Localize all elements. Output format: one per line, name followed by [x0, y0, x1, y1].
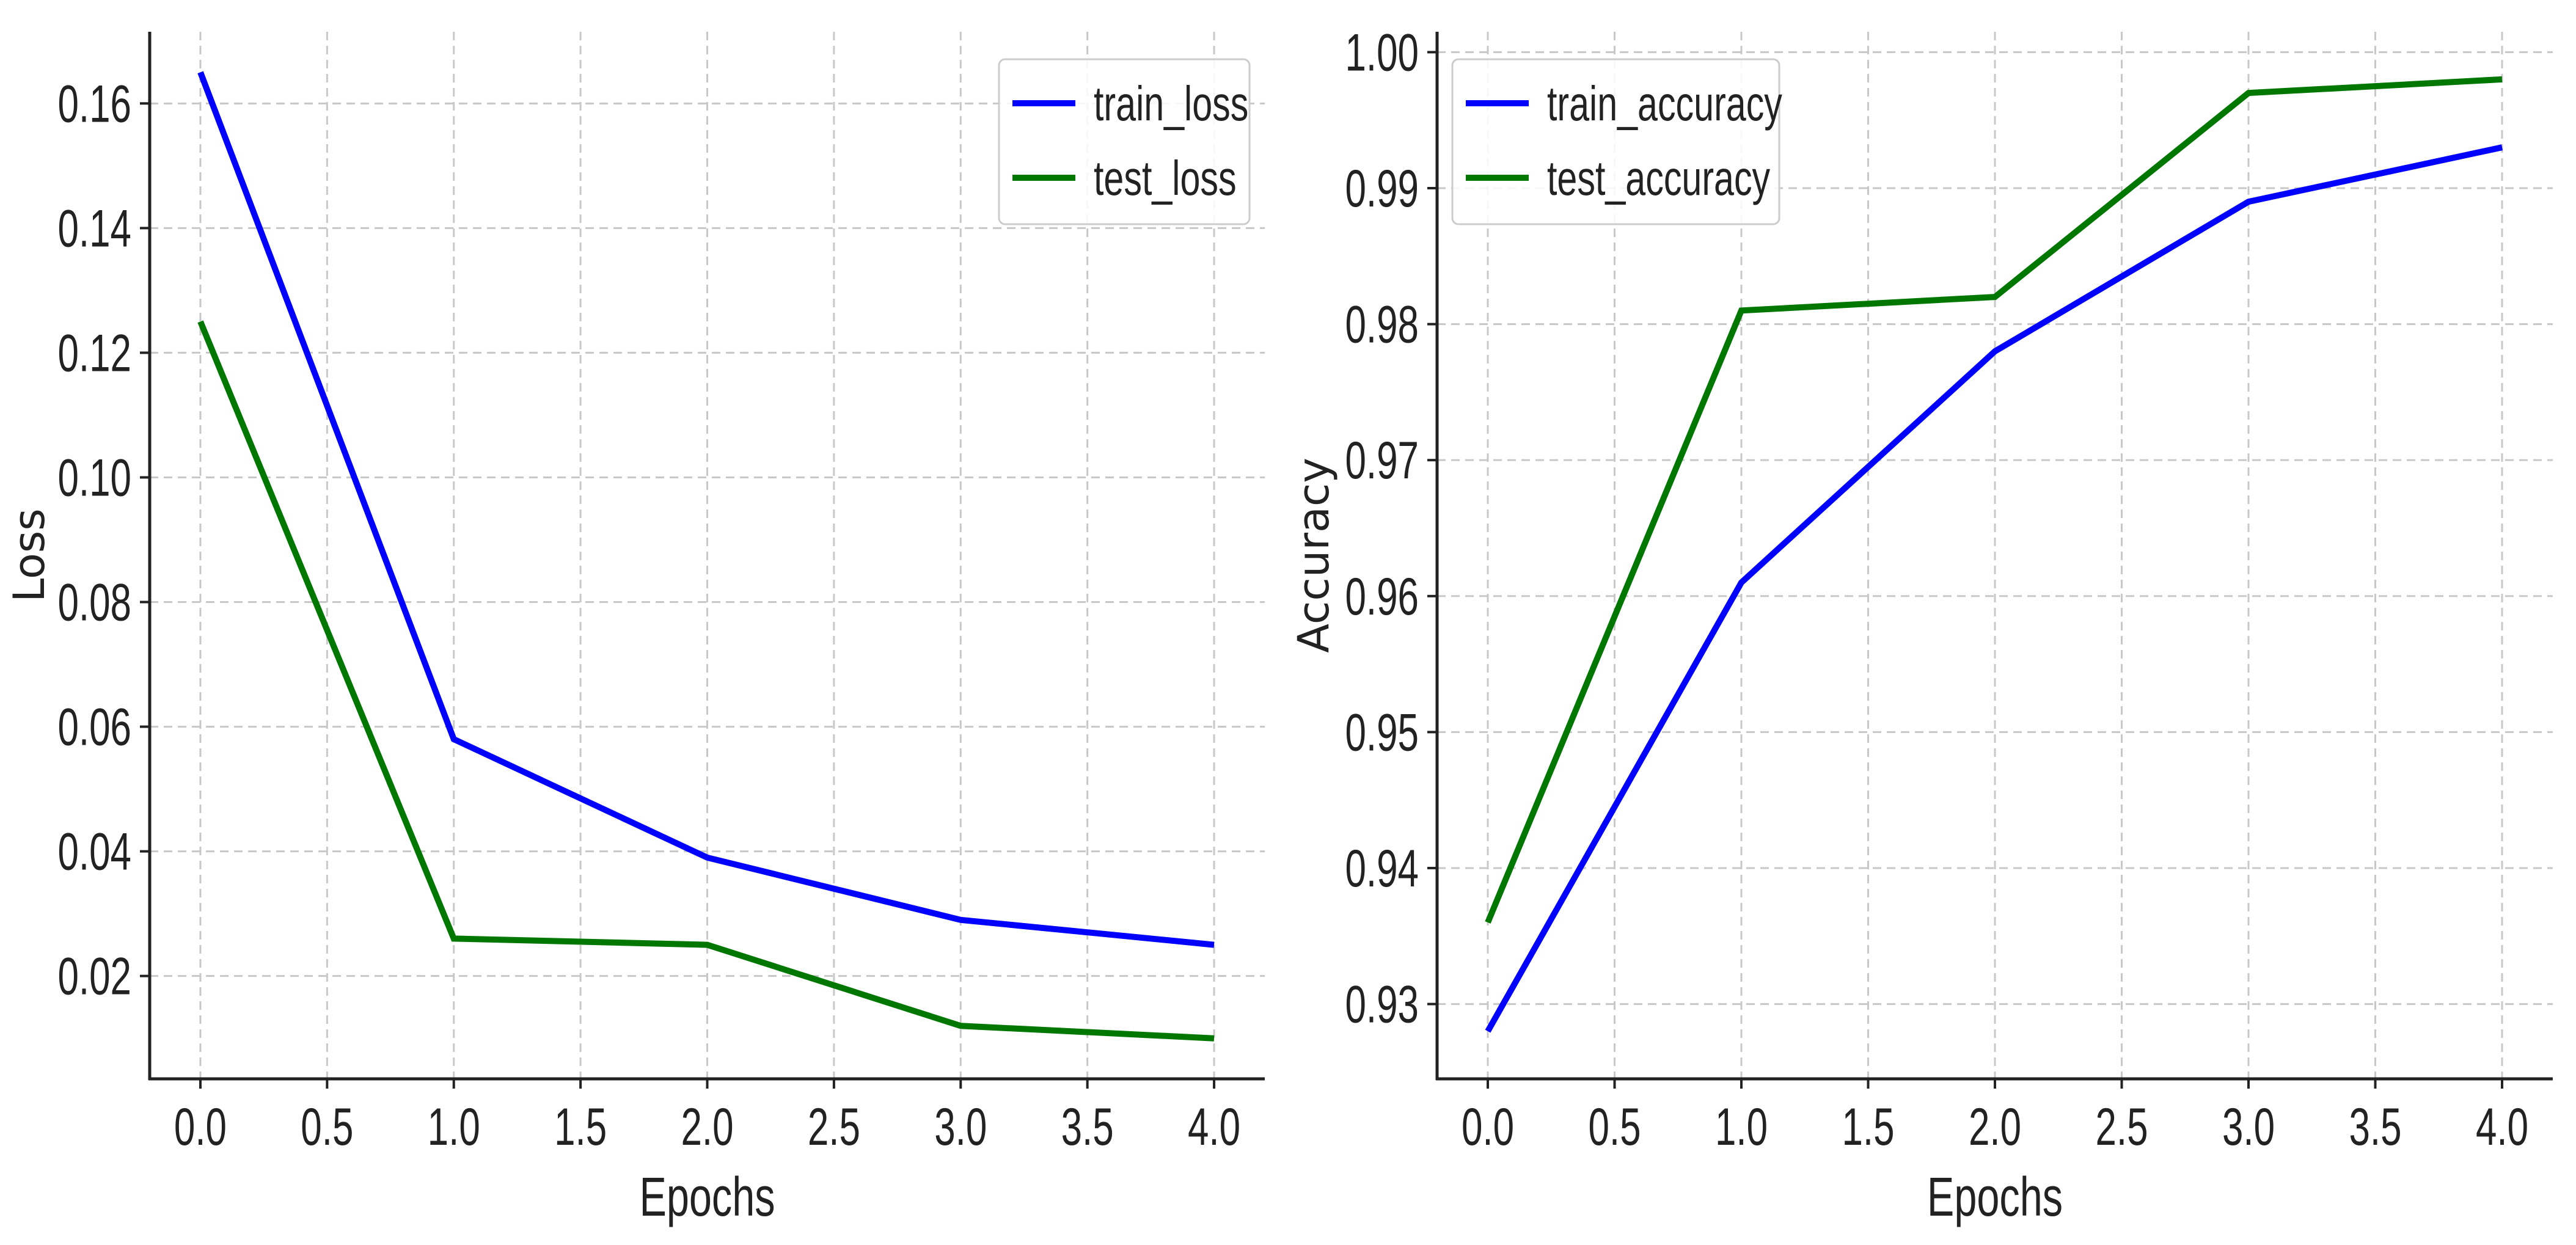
- y-tick-label: 0.96: [1345, 567, 1419, 626]
- x-tick-label: 3.0: [934, 1097, 987, 1156]
- x-tick-label: 4.0: [2476, 1097, 2528, 1156]
- chart-panel-accuracy: 0.0 0.5 1.0 1.5 2.0 2.5 3.0 3.5 4.0 0.93 0.94 0.95 0…: [1289, 23, 2553, 1227]
- series-line-test-accuracy: [1485, 76, 2503, 924]
- y-tick-label: 0.97: [1345, 431, 1419, 489]
- series-line-train-loss: [197, 71, 1215, 948]
- x-tick-label: 1.0: [1715, 1097, 1768, 1156]
- y-axis-title: Loss: [4, 508, 54, 602]
- x-tick-label: 1.5: [554, 1097, 607, 1156]
- y-tick-label: 0.94: [1345, 839, 1419, 897]
- legend-label: test_accuracy: [1547, 150, 1771, 205]
- x-tick-label: 1.0: [428, 1097, 480, 1156]
- x-tick-label: 3.0: [2222, 1097, 2275, 1156]
- x-tick-label: 0.5: [301, 1097, 353, 1156]
- y-axis-title: Accuracy: [1289, 458, 1339, 653]
- x-tick-label: 1.5: [1842, 1097, 1894, 1156]
- y-tick-label: 0.08: [57, 572, 131, 631]
- y-tick-label: 0.99: [1345, 159, 1419, 217]
- x-tick-label: 0.0: [1462, 1097, 1514, 1156]
- chart-panel-loss: 0.0 0.5 1.0 1.5 2.0 2.5 3.0 3.5 4.0 0.02 0.04 0.06 0…: [4, 32, 1265, 1227]
- x-tick-label: 4.0: [1188, 1097, 1240, 1156]
- y-tick-label: 0.04: [57, 822, 131, 881]
- y-tick-label: 0.95: [1345, 703, 1419, 761]
- y-tick-label: 0.93: [1345, 975, 1419, 1034]
- x-tick-label: 2.0: [1969, 1097, 2021, 1156]
- legend-label: test_loss: [1094, 150, 1237, 205]
- x-tick-label: 0.5: [1588, 1097, 1641, 1156]
- y-tick-label: 0.02: [57, 947, 131, 1006]
- legend-label: train_accuracy: [1547, 76, 1783, 131]
- y-tick-label: 0.12: [57, 323, 131, 382]
- x-axis-title: Epochs: [639, 1166, 775, 1227]
- legend: train_loss test_loss: [998, 58, 1251, 225]
- y-tick-label: 0.10: [57, 448, 131, 506]
- y-tick-label: 0.98: [1345, 295, 1419, 354]
- legend: train_accuracy test_accuracy: [1451, 58, 1783, 225]
- y-tick-label: 0.16: [57, 74, 131, 133]
- series-line-train-accuracy: [1485, 144, 2503, 1033]
- y-tick-label: 1.00: [1345, 23, 1419, 81]
- series-line-test-loss: [197, 320, 1215, 1042]
- x-tick-label: 2.5: [2095, 1097, 2148, 1156]
- legend-label: train_loss: [1094, 76, 1248, 131]
- x-axis-title: Epochs: [1927, 1166, 2063, 1227]
- x-tick-label: 3.5: [1061, 1097, 1114, 1156]
- x-tick-label: 2.0: [681, 1097, 733, 1156]
- legend-box: [1451, 58, 1780, 225]
- y-tick-label: 0.06: [57, 698, 131, 756]
- y-tick-label: 0.14: [57, 199, 131, 257]
- x-tick-label: 2.5: [808, 1097, 860, 1156]
- x-tick-label: 3.5: [2349, 1097, 2401, 1156]
- x-tick-label: 0.0: [174, 1097, 227, 1156]
